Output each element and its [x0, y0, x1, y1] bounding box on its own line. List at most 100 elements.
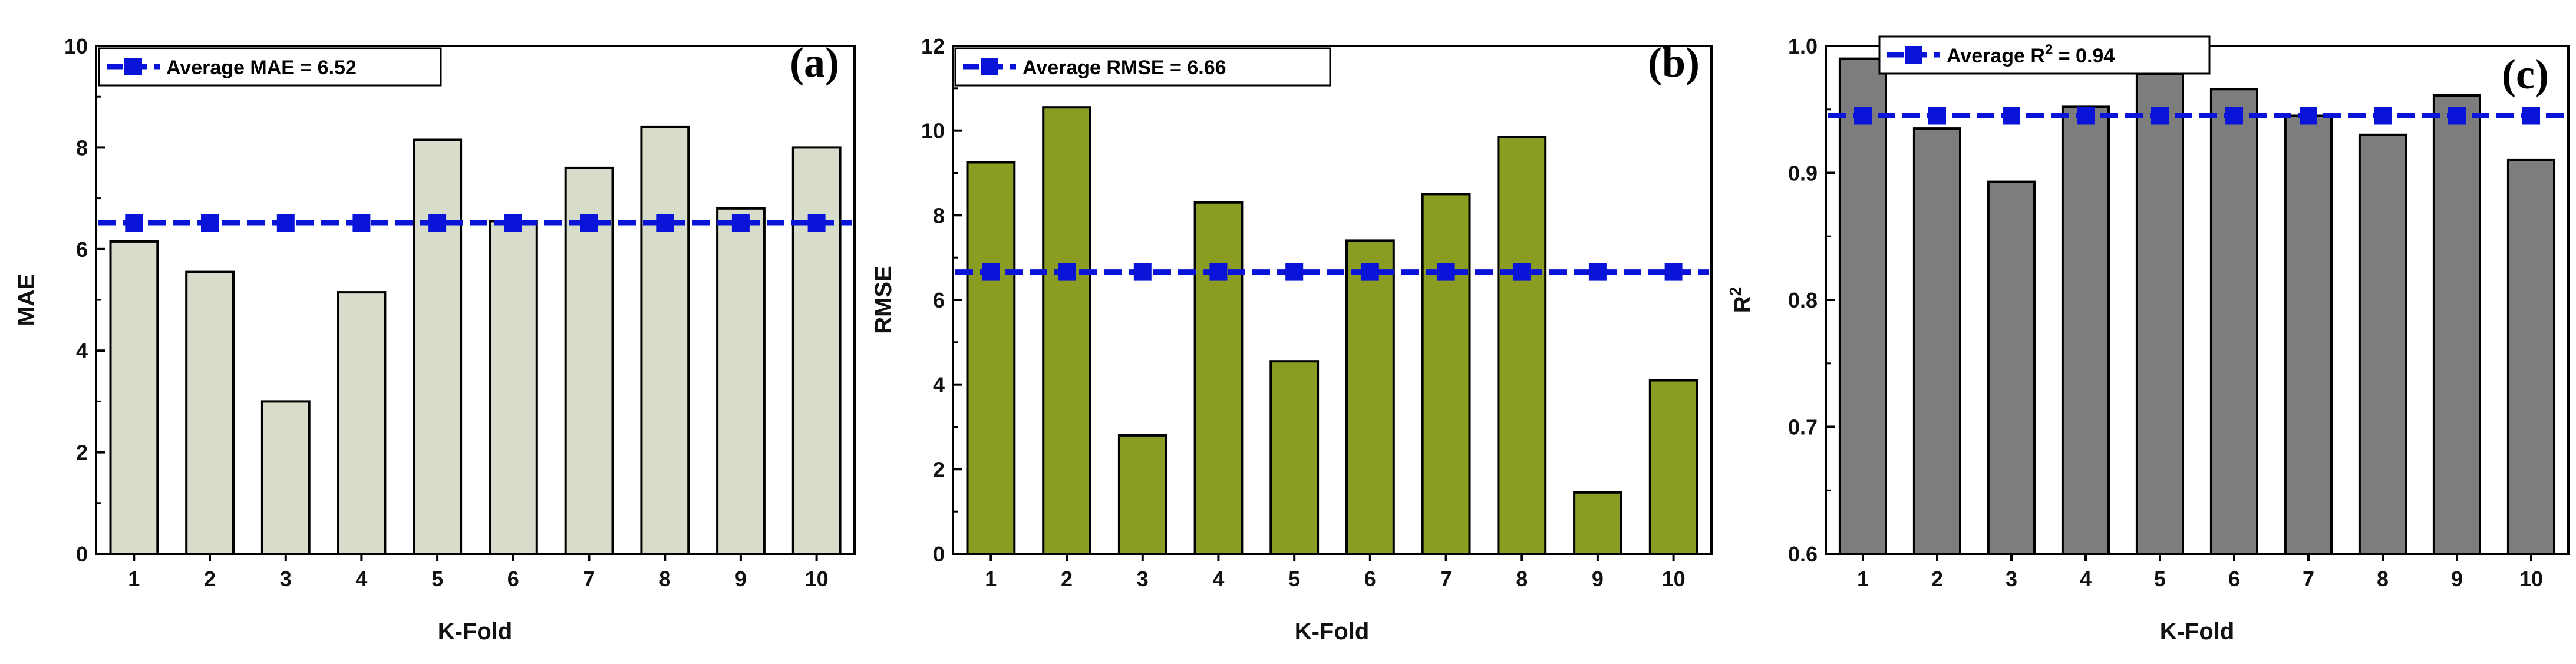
legend-label: Average R2 = 0.94 — [1947, 42, 2115, 67]
average-marker — [276, 214, 295, 232]
x-tick-label: 1 — [128, 567, 140, 591]
panel-label: (b) — [1648, 39, 1700, 86]
bar — [716, 207, 766, 555]
panel-c: 0.60.70.80.91.0 1 2 3 4 5 6 7 8 9 10 K-Fold R2 (c… — [1726, 34, 2570, 645]
average-marker — [428, 214, 447, 232]
y-tick-label: 0.9 — [1788, 161, 1818, 186]
y-tick-label: 4 — [933, 373, 945, 397]
bar — [2284, 114, 2333, 555]
bar — [1987, 180, 2036, 556]
x-tick-label: 5 — [2154, 567, 2166, 591]
x-tick-label: 2 — [1931, 567, 1943, 591]
x-tick-label: 5 — [1288, 567, 1300, 591]
x-tick-label: 4 — [355, 567, 367, 591]
y-tick-label: 10 — [921, 119, 945, 143]
bar — [413, 138, 463, 555]
x-tick-label: 9 — [1592, 567, 1604, 591]
x-tick-label: 1 — [1857, 567, 1869, 591]
average-marker — [807, 214, 826, 232]
average-marker — [2151, 107, 2169, 125]
average-marker — [125, 214, 143, 232]
x-tick-label: 10 — [2519, 567, 2543, 591]
bar — [1648, 379, 1698, 555]
legend-label: Average MAE = 6.52 — [166, 57, 357, 79]
x-tick-label: 5 — [431, 567, 443, 591]
y-tick-label: 1.0 — [1788, 34, 1818, 58]
average-marker — [201, 214, 219, 232]
average-marker — [982, 263, 1000, 281]
y-tick-label: 0.6 — [1788, 542, 1818, 566]
bar — [1912, 127, 1961, 556]
x-tick-label: 10 — [1662, 567, 1686, 591]
y-tick-label: 8 — [76, 136, 88, 160]
average-marker — [1664, 263, 1683, 281]
x-tick-label: 8 — [2377, 567, 2389, 591]
x-axis-title: K-Fold — [438, 619, 513, 645]
y-tick-label: 0.8 — [1788, 288, 1818, 312]
average-marker — [2300, 107, 2317, 125]
bar — [489, 220, 538, 555]
x-tick-label: 8 — [1516, 567, 1528, 591]
average-marker — [1058, 263, 1076, 281]
x-tick-label: 1 — [985, 567, 997, 591]
x-tick-label: 3 — [2006, 567, 2017, 591]
panel-label: (a) — [790, 39, 839, 86]
bar — [640, 125, 690, 555]
average-marker — [352, 214, 371, 232]
average-marker — [1209, 263, 1228, 281]
legend-label-main: Average R — [1947, 45, 2045, 67]
y-tick-label: 10 — [64, 34, 88, 58]
bar — [2432, 94, 2481, 555]
x-tick-label: 8 — [659, 567, 671, 591]
y-tick-label: 0 — [76, 542, 88, 566]
bar — [1838, 57, 1887, 556]
bar — [185, 270, 235, 555]
average-marker — [656, 214, 674, 232]
legend: Average RMSE = 6.66 — [954, 47, 1331, 87]
x-tick-label: 4 — [2080, 567, 2092, 591]
x-tick-label: 7 — [1440, 567, 1452, 591]
y-tick-label: 2 — [933, 457, 945, 481]
y-tick-label: 4 — [76, 339, 88, 363]
x-tick-label: 10 — [805, 567, 829, 591]
x-tick-label: 3 — [280, 567, 292, 591]
bar — [109, 240, 159, 555]
y-axis-title: R2 — [1726, 287, 1756, 313]
bar — [2506, 158, 2555, 555]
x-tick-label: 2 — [1061, 567, 1073, 591]
bar — [1345, 239, 1395, 555]
average-marker — [1513, 263, 1531, 281]
average-marker — [2522, 107, 2540, 125]
bar — [1421, 193, 1471, 555]
y-tick-label: 6 — [933, 288, 945, 312]
average-marker — [580, 214, 598, 232]
average-marker — [1854, 107, 1872, 125]
bar — [1193, 201, 1244, 555]
y-tick-label: 8 — [933, 203, 945, 227]
bar — [1269, 360, 1320, 555]
x-tick-label: 7 — [583, 567, 595, 591]
y-axis-title: RMSE — [870, 266, 896, 334]
bar — [1042, 106, 1091, 555]
legend-marker — [124, 58, 142, 75]
y-tick-label: 0 — [933, 542, 945, 566]
y-axis-title-sup: 2 — [1726, 287, 1744, 296]
legend-marker — [1905, 46, 1922, 64]
legend-box — [954, 47, 1331, 87]
average-marker — [1588, 263, 1607, 281]
x-tick-label: 6 — [507, 567, 519, 591]
x-tick-label: 2 — [204, 567, 216, 591]
y-tick-label: 6 — [76, 237, 88, 262]
legend-label-sup: 2 — [2045, 42, 2053, 58]
average-marker — [1361, 263, 1379, 281]
legend-label-tail: = 0.94 — [2053, 45, 2115, 67]
bar — [1117, 434, 1167, 556]
average-marker — [2225, 107, 2243, 125]
bar — [966, 161, 1016, 555]
average-marker — [2374, 107, 2392, 125]
x-tick-label: 6 — [1364, 567, 1376, 591]
bar — [791, 146, 842, 555]
